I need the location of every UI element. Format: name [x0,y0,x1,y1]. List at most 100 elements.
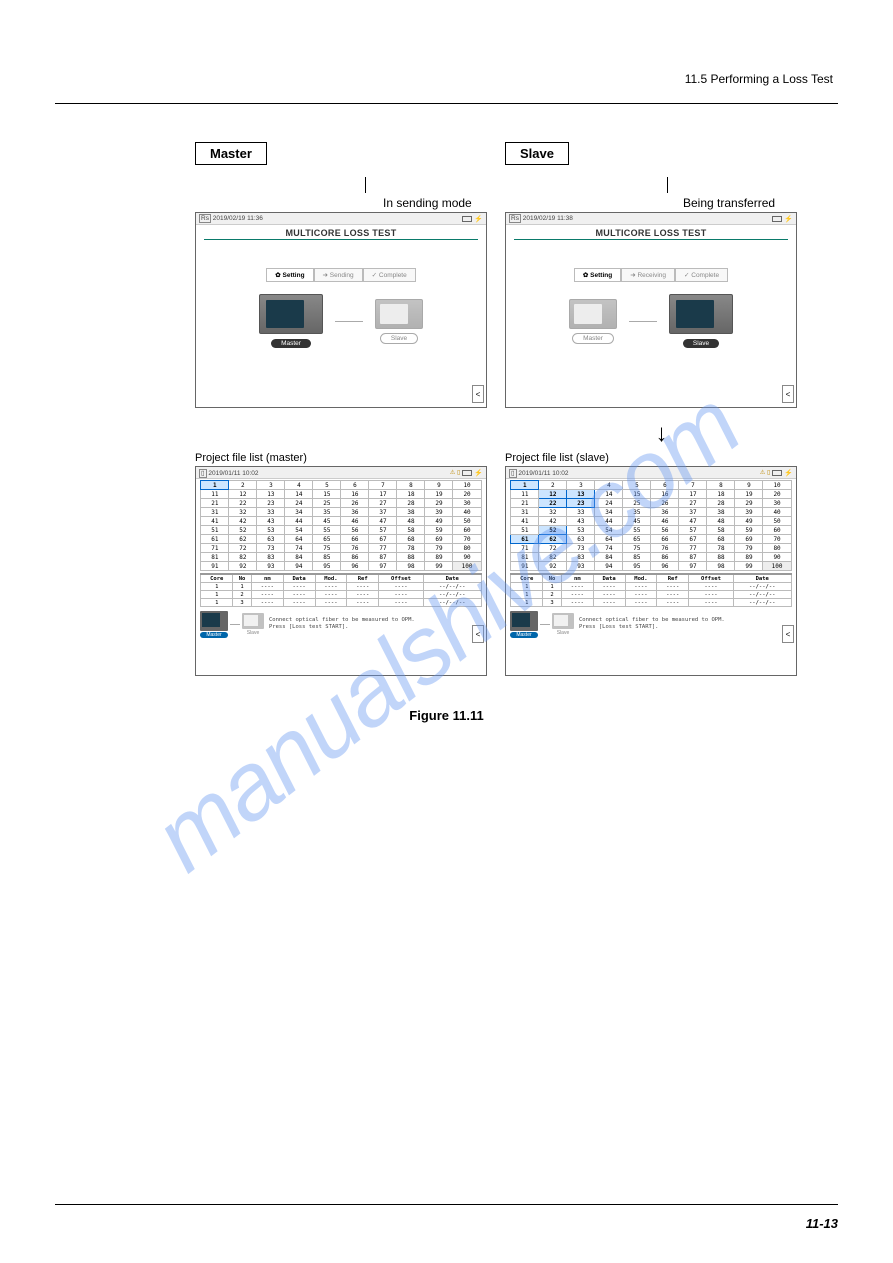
grid-cell[interactable]: 51 [511,526,539,535]
tab-receiving[interactable]: ➜ Receiving [621,268,675,282]
grid-cell[interactable]: 51 [201,526,229,535]
grid-cell[interactable]: 85 [623,553,651,562]
tab-setting[interactable]: ✿ Setting [266,268,313,282]
grid-cell[interactable]: 8 [397,481,425,490]
grid-cell[interactable]: 91 [511,562,539,571]
grid-cell[interactable]: 84 [595,553,623,562]
grid-cell[interactable]: 16 [651,490,679,499]
grid-cell[interactable]: 39 [735,508,763,517]
grid-cell[interactable]: 77 [679,544,707,553]
grid-cell[interactable]: 65 [623,535,651,544]
grid-cell[interactable]: 81 [511,553,539,562]
grid-cell[interactable]: 70 [763,535,791,544]
grid-cell[interactable]: 63 [567,535,595,544]
grid-cell[interactable]: 14 [595,490,623,499]
grid-cell[interactable]: 47 [369,517,397,526]
grid-cell[interactable]: 18 [707,490,735,499]
grid-cell[interactable]: 73 [257,544,285,553]
grid-cell[interactable]: 78 [707,544,735,553]
grid-cell[interactable]: 23 [257,499,285,508]
grid-cell[interactable]: 64 [595,535,623,544]
grid-cell[interactable]: 11 [511,490,539,499]
grid-cell[interactable]: 59 [425,526,453,535]
grid-cell[interactable]: 93 [257,562,285,571]
grid-cell[interactable]: 87 [369,553,397,562]
grid-cell[interactable]: 48 [397,517,425,526]
grid-cell[interactable]: 52 [229,526,257,535]
grid-cell[interactable]: 43 [257,517,285,526]
grid-cell[interactable]: 98 [707,562,735,571]
grid-cell[interactable]: 28 [397,499,425,508]
grid-cell[interactable]: 23 [567,499,595,508]
grid-cell[interactable]: 6 [651,481,679,490]
tab-sending[interactable]: ➜ Sending [314,268,363,282]
grid-cell[interactable]: 2 [229,481,257,490]
grid-cell[interactable]: 61 [201,535,229,544]
grid-cell[interactable]: 49 [425,517,453,526]
grid-cell[interactable]: 33 [567,508,595,517]
grid-cell[interactable]: 49 [735,517,763,526]
grid-cell[interactable]: 37 [369,508,397,517]
grid-cell[interactable]: 30 [763,499,791,508]
grid-cell[interactable]: 88 [707,553,735,562]
grid-cell[interactable]: 66 [651,535,679,544]
grid-cell[interactable]: 90 [453,553,481,562]
grid-cell[interactable]: 86 [651,553,679,562]
grid-cell[interactable]: 65 [313,535,341,544]
grid-cell[interactable]: 44 [595,517,623,526]
tab-complete[interactable]: ✓ Complete [363,268,416,282]
grid-cell[interactable]: 44 [285,517,313,526]
grid-cell[interactable]: 5 [313,481,341,490]
grid-cell[interactable]: 89 [735,553,763,562]
grid-cell[interactable]: 13 [257,490,285,499]
grid-cell[interactable]: 99 [425,562,453,571]
grid-cell[interactable]: 1 [511,481,539,490]
grid-cell[interactable]: 92 [539,562,567,571]
grid-cell[interactable]: 80 [453,544,481,553]
grid-cell[interactable]: 22 [539,499,567,508]
grid-cell[interactable]: 21 [511,499,539,508]
grid-cell[interactable]: 4 [285,481,313,490]
core-grid-slave[interactable]: 1234567891011121314151617181920212223242… [510,480,791,571]
grid-cell[interactable]: 31 [201,508,229,517]
grid-cell[interactable]: 59 [735,526,763,535]
grid-cell[interactable]: 15 [623,490,651,499]
grid-cell[interactable]: 25 [313,499,341,508]
grid-cell[interactable]: 9 [735,481,763,490]
grid-cell[interactable]: 95 [623,562,651,571]
grid-cell[interactable]: 29 [735,499,763,508]
grid-cell[interactable]: 7 [369,481,397,490]
grid-cell[interactable]: 78 [397,544,425,553]
grid-cell[interactable]: 28 [707,499,735,508]
grid-cell[interactable]: 50 [453,517,481,526]
grid-cell[interactable]: 4 [595,481,623,490]
grid-cell[interactable]: 86 [341,553,369,562]
grid-cell[interactable]: 40 [453,508,481,517]
grid-cell[interactable]: 96 [651,562,679,571]
grid-cell[interactable]: 27 [369,499,397,508]
grid-cell[interactable]: 39 [425,508,453,517]
expand-button[interactable]: < [782,625,794,643]
grid-cell[interactable]: 7 [679,481,707,490]
grid-cell[interactable]: 71 [201,544,229,553]
grid-cell[interactable]: 41 [201,517,229,526]
grid-cell[interactable]: 26 [341,499,369,508]
tab-setting[interactable]: ✿ Setting [574,268,621,282]
grid-cell[interactable]: 36 [651,508,679,517]
grid-cell[interactable]: 100 [763,562,791,571]
grid-cell[interactable]: 40 [763,508,791,517]
tab-complete[interactable]: ✓ Complete [675,268,728,282]
grid-cell[interactable]: 12 [539,490,567,499]
grid-cell[interactable]: 70 [453,535,481,544]
grid-cell[interactable]: 67 [369,535,397,544]
grid-cell[interactable]: 3 [567,481,595,490]
grid-cell[interactable]: 45 [623,517,651,526]
grid-cell[interactable]: 26 [651,499,679,508]
expand-button[interactable]: < [782,385,794,403]
grid-cell[interactable]: 38 [707,508,735,517]
grid-cell[interactable]: 94 [285,562,313,571]
grid-cell[interactable]: 6 [341,481,369,490]
grid-cell[interactable]: 54 [595,526,623,535]
grid-cell[interactable]: 42 [539,517,567,526]
grid-cell[interactable]: 31 [511,508,539,517]
